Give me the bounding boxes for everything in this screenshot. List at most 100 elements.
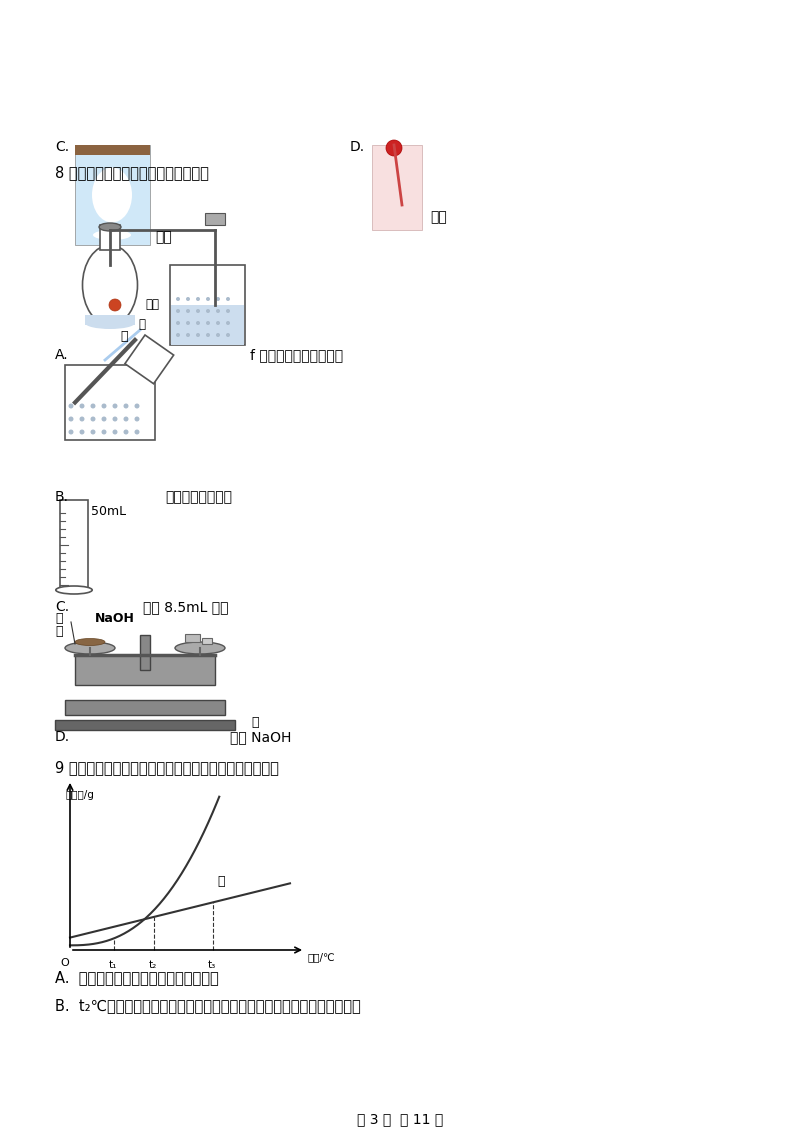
Circle shape [123, 417, 129, 421]
Ellipse shape [175, 642, 225, 654]
Bar [202, 638, 212, 644]
Text: 酸奶: 酸奶 [430, 211, 446, 224]
Circle shape [216, 309, 220, 314]
Polygon shape [125, 335, 174, 384]
Circle shape [386, 140, 402, 156]
Text: 乙: 乙 [217, 875, 225, 887]
Bar [100, 225, 120, 250]
Circle shape [134, 429, 139, 435]
Circle shape [69, 429, 74, 435]
Bar [140, 635, 150, 670]
Circle shape [90, 403, 95, 409]
Circle shape [113, 429, 118, 435]
Circle shape [196, 297, 200, 301]
Text: 片: 片 [55, 625, 62, 638]
Circle shape [123, 403, 129, 409]
Ellipse shape [56, 586, 92, 594]
Text: 水: 水 [138, 318, 145, 331]
Circle shape [226, 297, 230, 301]
Ellipse shape [65, 642, 115, 654]
Circle shape [176, 333, 180, 337]
Circle shape [216, 333, 220, 337]
Bar [60, 500, 88, 590]
Bar [65, 700, 225, 715]
Text: t₁: t₁ [109, 960, 118, 970]
Text: O: O [60, 958, 69, 968]
Text: 称量 NaOH: 称量 NaOH [230, 730, 291, 744]
Text: 牛奶: 牛奶 [155, 230, 172, 245]
Text: 溶解度/g: 溶解度/g [65, 790, 94, 800]
Circle shape [186, 321, 190, 325]
Circle shape [226, 309, 230, 314]
Circle shape [90, 417, 95, 421]
Circle shape [113, 417, 118, 421]
Text: D.: D. [55, 730, 70, 744]
Circle shape [206, 309, 210, 314]
Ellipse shape [99, 223, 121, 231]
Text: A.  甲物质的溶解度小于乙物质的溶解度: A. 甲物质的溶解度小于乙物质的溶解度 [55, 970, 218, 985]
Circle shape [176, 309, 180, 314]
Bar [85, 315, 135, 325]
Text: t₃: t₃ [208, 960, 216, 970]
Text: t₂: t₂ [149, 960, 157, 970]
Text: 50mL: 50mL [91, 505, 126, 518]
Text: C.: C. [55, 600, 69, 614]
Bar [75, 145, 150, 155]
Text: 甲: 甲 [251, 715, 258, 729]
Ellipse shape [93, 230, 131, 240]
Text: 纸: 纸 [55, 612, 62, 625]
Circle shape [226, 321, 230, 325]
FancyBboxPatch shape [75, 145, 150, 245]
Circle shape [196, 333, 200, 337]
Text: 红磷: 红磷 [145, 298, 159, 311]
Circle shape [176, 321, 180, 325]
Circle shape [206, 333, 210, 337]
Text: 8 ．下列有关实验操作或图标正确的是: 8 ．下列有关实验操作或图标正确的是 [55, 165, 209, 180]
Ellipse shape [75, 638, 105, 645]
Ellipse shape [85, 317, 135, 329]
FancyBboxPatch shape [372, 145, 422, 230]
Text: NaOH: NaOH [95, 612, 135, 625]
Text: 水: 水 [120, 331, 127, 343]
Circle shape [69, 417, 74, 421]
Circle shape [69, 403, 74, 409]
Circle shape [196, 321, 200, 325]
Ellipse shape [92, 168, 132, 223]
Circle shape [102, 403, 106, 409]
Bar [75, 655, 215, 685]
Bar [65, 365, 155, 440]
Bar [205, 213, 225, 225]
Circle shape [113, 403, 118, 409]
Circle shape [186, 333, 190, 337]
Circle shape [102, 417, 106, 421]
Circle shape [196, 309, 200, 314]
Text: f 测定空气里氧气的含量: f 测定空气里氧气的含量 [250, 348, 343, 362]
Text: D.: D. [350, 140, 365, 154]
Text: 浓硫酸浓硫酸稀释: 浓硫酸浓硫酸稀释 [165, 490, 232, 504]
Ellipse shape [82, 245, 138, 325]
Circle shape [79, 403, 85, 409]
Text: 量取 8.5mL 液体: 量取 8.5mL 液体 [143, 600, 229, 614]
Circle shape [176, 297, 180, 301]
Circle shape [186, 309, 190, 314]
Bar [171, 305, 244, 345]
Bar [185, 634, 200, 642]
Text: 温度/℃: 温度/℃ [308, 952, 336, 962]
Circle shape [79, 417, 85, 421]
Bar [170, 265, 245, 345]
Circle shape [134, 403, 139, 409]
Text: C.: C. [55, 140, 69, 154]
Circle shape [102, 429, 106, 435]
Circle shape [216, 297, 220, 301]
Text: B.  t₂℃时，甲物质的饱和溶液和乙物质的饱和溶液中含有的溶质质量相等: B. t₂℃时，甲物质的饱和溶液和乙物质的饱和溶液中含有的溶质质量相等 [55, 998, 361, 1013]
Circle shape [216, 321, 220, 325]
Circle shape [123, 429, 129, 435]
Text: B.: B. [55, 490, 69, 504]
Circle shape [79, 429, 85, 435]
Circle shape [206, 321, 210, 325]
Circle shape [186, 297, 190, 301]
Text: A.: A. [55, 348, 69, 362]
Circle shape [90, 429, 95, 435]
Circle shape [206, 297, 210, 301]
Text: 9 ．根据下图所示的溶解度曲线判断，下列说法正确的是: 9 ．根据下图所示的溶解度曲线判断，下列说法正确的是 [55, 760, 279, 775]
